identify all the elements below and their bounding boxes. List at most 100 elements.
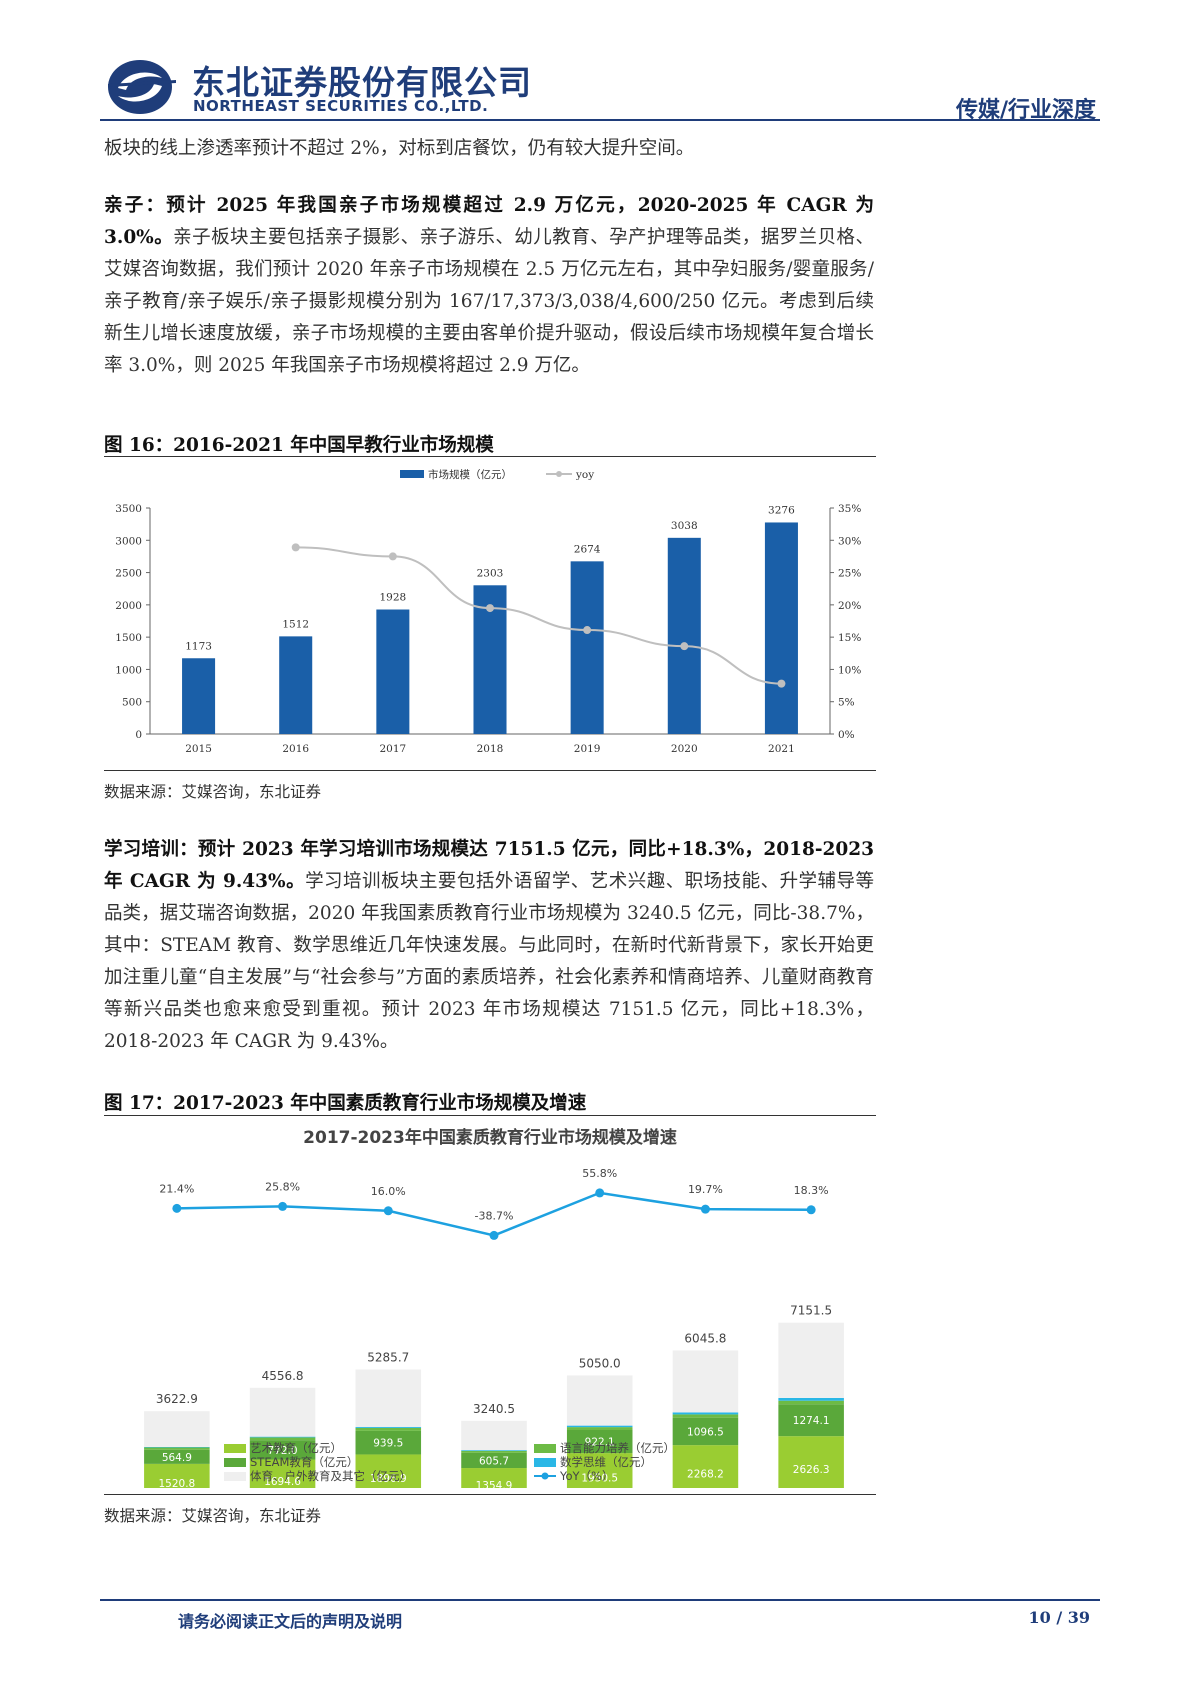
bar-art-education — [461, 1468, 527, 1488]
art-value-label: 1354.9 — [476, 1480, 513, 1488]
bar-market-size — [667, 537, 701, 734]
legend-yoy-marker — [541, 1472, 549, 1480]
bar-sports-other — [672, 1350, 739, 1413]
art-value-label: 1950.5 — [581, 1473, 618, 1485]
figure-17-bottom-rule — [104, 1494, 876, 1495]
x-tick-label: 2017 — [379, 743, 406, 755]
yoy-value-label: -38.7% — [475, 1209, 514, 1222]
bar-value-label: 2674 — [574, 543, 601, 555]
bar-art-education — [778, 1436, 844, 1488]
chart-title: 2017-2023年中国素质教育行业市场规模及增速 — [303, 1127, 677, 1148]
bar-language-training — [249, 1437, 316, 1441]
yoy-point — [700, 1204, 710, 1214]
bar-art-education — [672, 1445, 739, 1488]
paragraph-text: 亲子板块主要包括亲子摄影、亲子游乐、幼儿教育、孕产护理等品类，据罗兰贝格、艾媒咨… — [104, 227, 874, 376]
bar-language-training — [144, 1447, 210, 1450]
y2-tick-label: 5% — [838, 697, 855, 709]
bar-math-thinking — [566, 1425, 633, 1428]
y2-tick-label: 35% — [838, 503, 861, 515]
company-logo — [104, 58, 182, 116]
bar-market-size — [764, 522, 798, 734]
bar-math-thinking — [778, 1397, 844, 1401]
bar-sports-other — [778, 1322, 844, 1398]
figure-17-top-rule — [104, 1115, 876, 1116]
bar-value-label: 3038 — [671, 520, 698, 532]
bar-math-thinking — [249, 1436, 316, 1438]
paragraph-heading: 亲子：预计 2025 年我国亲子市场规模超过 2.9 万亿元，2020-2025… — [104, 195, 874, 248]
bar-steam-education — [355, 1430, 422, 1455]
y-tick-label: 500 — [122, 697, 142, 709]
company-name-en: NORTHEAST SECURITIES CO.,LTD. — [193, 97, 489, 115]
y-tick-label: 3000 — [115, 535, 142, 547]
bar-art-education — [144, 1463, 210, 1488]
steam-value-label: 1274.1 — [793, 1415, 830, 1427]
paragraph-intro: 板块的线上渗透率预计不超过 2%，对标到店餐饮，仍有较大提升空间。 — [104, 133, 874, 165]
y-tick-label: 1500 — [115, 632, 142, 644]
paragraph-heading: 学习培训：预计 2023 年学习培训市场规模达 7151.5 亿元，同比+18.… — [104, 839, 874, 892]
yoy-value-label: 19.7% — [688, 1183, 723, 1196]
yoy-value-label: 25.8% — [265, 1180, 300, 1193]
steam-value-label: 772.0 — [268, 1445, 298, 1457]
y2-tick-label: 25% — [838, 568, 861, 580]
bar-steam-education — [672, 1417, 739, 1446]
art-value-label: 1896.9 — [370, 1473, 407, 1485]
legend-language-swatch — [534, 1444, 556, 1453]
footer-divider — [100, 1599, 1100, 1601]
paragraph-text: 学习培训板块主要包括外语留学、艺术兴趣、职场技能、升学辅导等品类，据艾瑞咨询数据… — [104, 871, 874, 1052]
bar-language-training — [778, 1400, 844, 1405]
bar-value-label: 3276 — [768, 504, 795, 516]
total-value-label: 3622.9 — [156, 1392, 198, 1406]
bar-sports-other — [355, 1369, 422, 1427]
legend-line-marker — [556, 471, 562, 477]
figure-17-title: 图 17：2017-2023 年中国素质教育行业市场规模及增速 — [104, 1093, 587, 1114]
yoy-point — [278, 1201, 288, 1211]
bar-art-education — [566, 1453, 633, 1488]
yoy-point — [489, 1230, 499, 1240]
header-divider — [100, 119, 1100, 121]
section-tag: 传媒/行业深度 — [955, 98, 1096, 123]
bar-steam-education — [249, 1440, 316, 1460]
yoy-value-label: 21.4% — [159, 1182, 194, 1195]
bar-sports-other — [566, 1375, 633, 1426]
company-name-cn: 东北证券股份有限公司 — [192, 63, 532, 102]
y-tick-label: 2500 — [115, 568, 142, 580]
yoy-value-label: 18.3% — [794, 1184, 829, 1197]
paragraph-training: 学习培训：预计 2023 年学习培训市场规模达 7151.5 亿元，同比+18.… — [104, 834, 874, 1058]
x-tick-label: 2021 — [768, 743, 795, 755]
bar-value-label: 1173 — [185, 640, 212, 652]
legend-math-label: 数学思维（亿元） — [560, 1455, 652, 1469]
steam-value-label: 605.7 — [479, 1455, 509, 1467]
yoy-line — [295, 546, 782, 685]
total-value-label: 3240.5 — [473, 1402, 515, 1416]
bar-sports-other — [144, 1411, 210, 1447]
bar-language-training — [566, 1427, 633, 1430]
bar-steam-education — [778, 1404, 844, 1437]
bar-steam-education — [461, 1452, 527, 1469]
y2-tick-label: 20% — [838, 600, 861, 612]
x-tick-label: 2016 — [282, 743, 309, 755]
bar-market-size — [570, 561, 604, 734]
yoy-point — [291, 543, 300, 552]
yoy-point — [583, 626, 592, 635]
paragraph-text: 板块的线上渗透率预计不超过 2%，对标到店餐饮，仍有较大提升空间。 — [104, 138, 695, 159]
figure-17-chart: 2017-2023年中国素质教育行业市场规模及增速 1520.8 564.9 3622… — [144, 1127, 844, 1488]
steam-value-label: 922.1 — [585, 1437, 615, 1449]
bar-math-thinking — [144, 1446, 210, 1448]
total-value-label: 5285.7 — [367, 1351, 409, 1365]
x-tick-label: 2020 — [671, 743, 698, 755]
bar-art-education — [249, 1459, 316, 1488]
legend-bar-swatch — [400, 470, 424, 478]
total-value-label: 4556.8 — [262, 1369, 304, 1383]
figure-16-chart: 市场规模（亿元） yoy 0 500 1000 1500 2000 2500 3000 3500 0… — [115, 468, 861, 755]
bar-math-thinking — [355, 1426, 422, 1428]
bar-market-size — [279, 636, 313, 734]
legend-steam-label: STEAM教育（亿元） — [250, 1455, 358, 1469]
bar-value-label: 1512 — [282, 618, 309, 630]
page-number: 10 / 39 — [1028, 1608, 1090, 1627]
y2-tick-label: 0% — [838, 729, 855, 741]
art-value-label: 1694.6 — [264, 1476, 301, 1488]
y2-tick-label: 15% — [838, 632, 861, 644]
figure-16-top-rule — [104, 456, 876, 457]
yoy-point — [388, 552, 397, 561]
bar-value-label: 1928 — [379, 592, 406, 604]
